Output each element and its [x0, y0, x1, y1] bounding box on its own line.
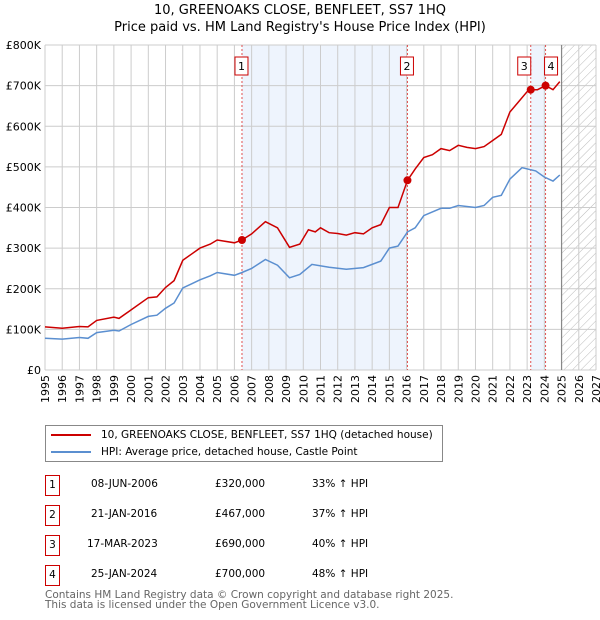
transaction-point	[541, 81, 550, 90]
transaction-label: 3	[521, 60, 528, 73]
legend-swatch-blue	[51, 451, 91, 453]
series-line	[44, 166, 561, 340]
transaction-date: 17-MAR-2023	[87, 538, 158, 550]
x-tick-label: 2001	[142, 375, 155, 403]
x-tick-label: 1998	[91, 375, 104, 403]
transaction-price: £320,000	[215, 478, 266, 490]
transaction-date: 08-JUN-2006	[91, 478, 158, 490]
x-tick-label: 2026	[573, 375, 586, 403]
chart-subtitle: Price paid vs. HM Land Registry's House …	[114, 20, 486, 35]
legend: 10, GREENOAKS CLOSE, BENFLEET, SS7 1HQ (…	[45, 425, 443, 462]
transaction-hpi: 37% ↑ HPI	[312, 508, 369, 520]
legend-swatch-red	[51, 434, 91, 436]
footer-line-1: Contains HM Land Registry data © Crown c…	[45, 589, 454, 601]
transaction-label-box	[544, 56, 559, 76]
x-tick-label: 2019	[452, 375, 465, 403]
x-tick-label: 2023	[521, 375, 534, 403]
transaction-marker: 2	[45, 505, 60, 526]
transaction-hpi: 33% ↑ HPI	[312, 478, 369, 490]
x-tick-label: 2015	[383, 375, 396, 403]
transaction-label-box	[234, 56, 249, 76]
transaction-row: 4 25-JAN-2024 £700,000 48% ↑ HPI	[45, 565, 445, 586]
x-tick-label: 2000	[125, 375, 138, 403]
transaction-point	[237, 236, 246, 244]
transaction-label: 1	[238, 60, 245, 73]
x-tick-label: 2020	[469, 375, 482, 403]
transaction-price: £467,000	[215, 508, 266, 520]
x-tick-label: 1995	[39, 375, 52, 403]
x-tick-label: 2017	[418, 375, 431, 403]
transaction-label: 4	[548, 60, 555, 73]
transaction-label-box	[399, 56, 414, 76]
x-tick-label: 2003	[177, 375, 190, 403]
legend-label: HPI: Average price, detached house, Cast…	[101, 446, 358, 458]
series-line	[44, 81, 561, 329]
legend-item-property: 10, GREENOAKS CLOSE, BENFLEET, SS7 1HQ (…	[51, 427, 433, 443]
transaction-row: 1 08-JUN-2006 £320,000 33% ↑ HPI	[45, 475, 445, 496]
x-tick-label: 2006	[228, 375, 241, 403]
y-tick-label: £200K	[6, 283, 42, 296]
x-tick-label: 2013	[349, 375, 362, 403]
transaction-hpi: 48% ↑ HPI	[312, 568, 369, 580]
transaction-row: 2 21-JAN-2016 £467,000 37% ↑ HPI	[45, 505, 445, 526]
x-tick-label: 2005	[211, 375, 224, 403]
x-tick-label: 2021	[487, 375, 500, 403]
price-chart: 1995 1996 1997 1998 1999 2000 2001 2002 2003 2004…	[6, 39, 600, 403]
x-tick-label: 1997	[73, 375, 86, 403]
x-tick-label: 2027	[590, 375, 600, 403]
y-tick-label: £600K	[6, 120, 42, 133]
transaction-label-box	[517, 56, 532, 76]
y-tick-label: £500K	[6, 161, 42, 174]
x-tick-label: 2016	[401, 375, 414, 403]
transaction-date: 21-JAN-2016	[91, 508, 158, 520]
x-tick-label: 2014	[366, 375, 379, 403]
transaction-row: 3 17-MAR-2023 £690,000 40% ↑ HPI	[45, 535, 445, 556]
x-tick-label: 2008	[263, 375, 276, 403]
y-tick-label: £800K	[6, 39, 42, 52]
x-tick-label: 1996	[56, 375, 69, 403]
transaction-point	[403, 176, 412, 185]
x-tick-label: 2012	[332, 375, 345, 403]
legend-label: 10, GREENOAKS CLOSE, BENFLEET, SS7 1HQ (…	[101, 429, 433, 441]
x-tick-label: 2011	[315, 375, 328, 403]
y-tick-label: £0	[27, 364, 41, 377]
y-tick-label: £400K	[6, 202, 42, 215]
transaction-price: £690,000	[215, 538, 266, 550]
x-tick-label: 2018	[435, 375, 448, 403]
legend-item-hpi: HPI: Average price, detached house, Cast…	[51, 444, 358, 460]
transaction-point	[526, 85, 535, 94]
x-tick-label: 2025	[556, 375, 569, 403]
y-tick-label: £300K	[6, 242, 42, 255]
y-tick-label: £100K	[6, 323, 42, 336]
transaction-marker: 4	[45, 565, 60, 586]
transaction-marker: 3	[45, 535, 60, 556]
x-tick-label: 2010	[297, 375, 310, 403]
x-tick-label: 2009	[280, 375, 293, 403]
transaction-date: 25-JAN-2024	[91, 568, 158, 580]
x-tick-label: 2007	[246, 375, 259, 403]
x-tick-label: 2024	[538, 375, 551, 403]
x-tick-label: 2004	[194, 375, 207, 403]
x-tick-label: 1999	[108, 375, 121, 403]
x-tick-label: 2022	[504, 375, 517, 403]
x-tick-label: 2002	[160, 375, 173, 403]
transaction-marker: 1	[45, 475, 60, 496]
chart-title: 10, GREENOAKS CLOSE, BENFLEET, SS7 1HQ	[153, 3, 447, 18]
footer: Contains HM Land Registry data © Crown c…	[45, 589, 454, 611]
footer-line-2: This data is licensed under the Open Gov…	[45, 599, 380, 611]
transaction-hpi: 40% ↑ HPI	[312, 538, 369, 550]
transaction-price: £700,000	[215, 568, 266, 580]
transaction-label: 2	[403, 60, 410, 73]
y-tick-label: £700K	[6, 80, 42, 93]
